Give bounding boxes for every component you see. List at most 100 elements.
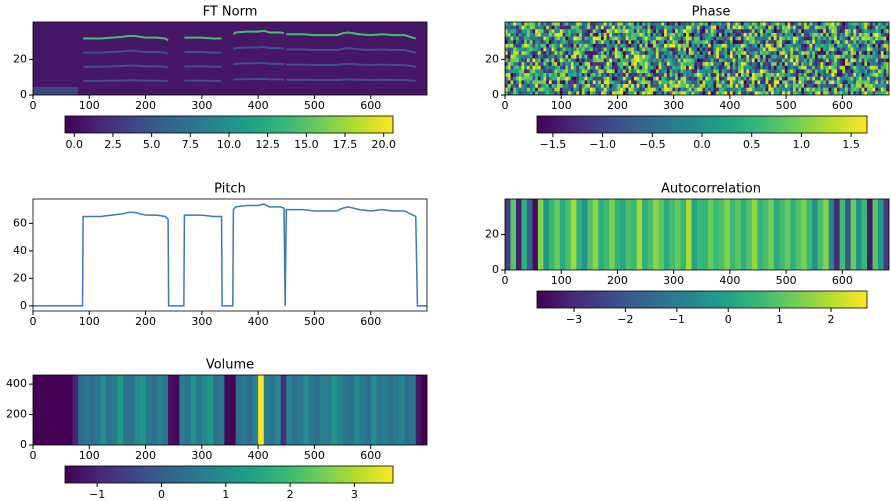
texture (864, 77, 867, 81)
texture (700, 84, 703, 88)
texture (670, 84, 673, 88)
texture (768, 88, 771, 92)
texture (724, 33, 727, 37)
texture (623, 51, 626, 55)
texture (560, 26, 563, 30)
texture (752, 84, 755, 88)
texture (587, 73, 590, 77)
texture (579, 40, 582, 44)
texture (664, 55, 667, 59)
texture (859, 26, 862, 30)
texture (628, 22, 631, 26)
texture (670, 40, 673, 44)
texture (840, 59, 843, 63)
texture (617, 37, 620, 41)
texture (878, 59, 881, 63)
x-tick-label: 400 (248, 315, 269, 328)
x-tick-label: 400 (248, 449, 269, 462)
texture (653, 26, 656, 30)
texture (628, 37, 631, 41)
texture (574, 80, 577, 84)
texture (620, 37, 623, 41)
texture (853, 33, 856, 37)
texture (513, 73, 516, 77)
texture (826, 55, 829, 59)
texture (744, 37, 747, 41)
texture (853, 51, 856, 55)
texture (686, 62, 689, 66)
texture (612, 62, 615, 66)
texture (744, 59, 747, 63)
texture (774, 22, 777, 26)
texture (733, 48, 736, 52)
texture (713, 80, 716, 84)
texture (639, 44, 642, 48)
texture (639, 29, 642, 33)
texture (829, 37, 832, 41)
texture (881, 84, 884, 88)
texture (565, 37, 568, 41)
texture (738, 59, 741, 63)
texture (510, 29, 513, 33)
texture (702, 77, 705, 81)
texture (755, 37, 758, 41)
texture (837, 62, 840, 66)
texture (768, 59, 771, 63)
texture (829, 22, 832, 26)
texture (585, 80, 588, 84)
texture (763, 22, 766, 26)
texture (766, 22, 769, 26)
texture (661, 77, 664, 81)
texture (672, 37, 675, 41)
texture (848, 33, 851, 37)
texture (552, 44, 555, 48)
heatmap-cell (140, 375, 146, 445)
texture (724, 84, 727, 88)
texture (837, 29, 840, 33)
texture (752, 29, 755, 33)
texture (516, 77, 519, 81)
texture (793, 40, 796, 44)
texture (609, 29, 612, 33)
texture (667, 88, 670, 92)
texture (642, 44, 645, 48)
texture (620, 26, 623, 30)
texture (650, 40, 653, 44)
texture (840, 69, 843, 73)
texture (724, 77, 727, 81)
texture (834, 62, 837, 66)
texture (653, 84, 656, 88)
texture (697, 66, 700, 70)
texture (782, 55, 785, 59)
texture (873, 33, 876, 37)
heatmap-cell (543, 199, 549, 270)
heatmap-cell (219, 375, 225, 445)
texture (574, 62, 577, 66)
texture (884, 44, 887, 48)
texture (541, 80, 544, 84)
texture (552, 48, 555, 52)
heatmap-cell (724, 199, 730, 270)
texture (741, 29, 744, 33)
texture (815, 73, 818, 77)
heatmap-cell (862, 199, 868, 270)
texture (557, 22, 560, 26)
texture (524, 51, 527, 55)
texture (631, 66, 634, 70)
texture (653, 69, 656, 73)
texture (568, 44, 571, 48)
texture (524, 66, 527, 70)
texture (650, 48, 653, 52)
texture (554, 44, 557, 48)
texture (771, 84, 774, 88)
texture (661, 80, 664, 84)
texture (576, 29, 579, 33)
texture (620, 29, 623, 33)
texture (516, 73, 519, 77)
texture (760, 22, 763, 26)
texture (867, 33, 870, 37)
texture (524, 40, 527, 44)
texture (508, 48, 511, 52)
texture (757, 88, 760, 92)
texture (628, 40, 631, 44)
